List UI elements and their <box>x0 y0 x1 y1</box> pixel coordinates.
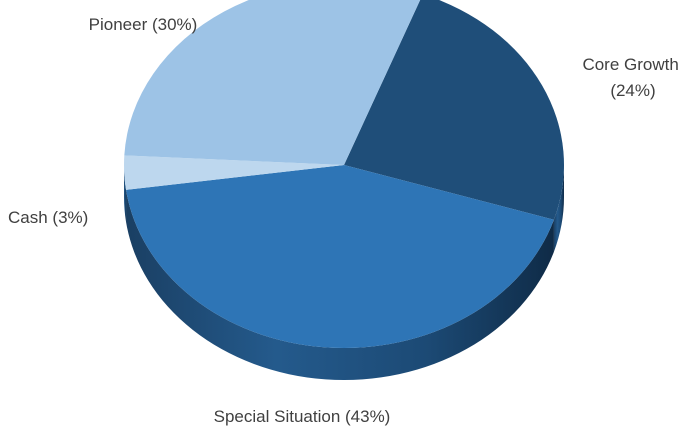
pie-side-group <box>124 165 564 381</box>
pie-top-group <box>123 0 564 349</box>
pie-slice-pioneer <box>124 0 421 165</box>
pie-side-core-growth <box>553 165 564 252</box>
slice-label-special-situation: Special Situation (43%) <box>214 407 391 426</box>
pie-side-cash <box>124 165 127 222</box>
slice-label-cash: Cash (3%) <box>8 208 88 227</box>
pie-slice-cash <box>123 155 344 190</box>
slice-label-core-growth: Core Growth (24%) <box>582 55 683 100</box>
pie-slice-special-situation <box>126 165 554 349</box>
slice-label-pioneer: Pioneer (30%) <box>89 15 198 34</box>
pie-side-special-situation <box>126 189 554 381</box>
pie-slice-core-growth <box>344 0 564 220</box>
